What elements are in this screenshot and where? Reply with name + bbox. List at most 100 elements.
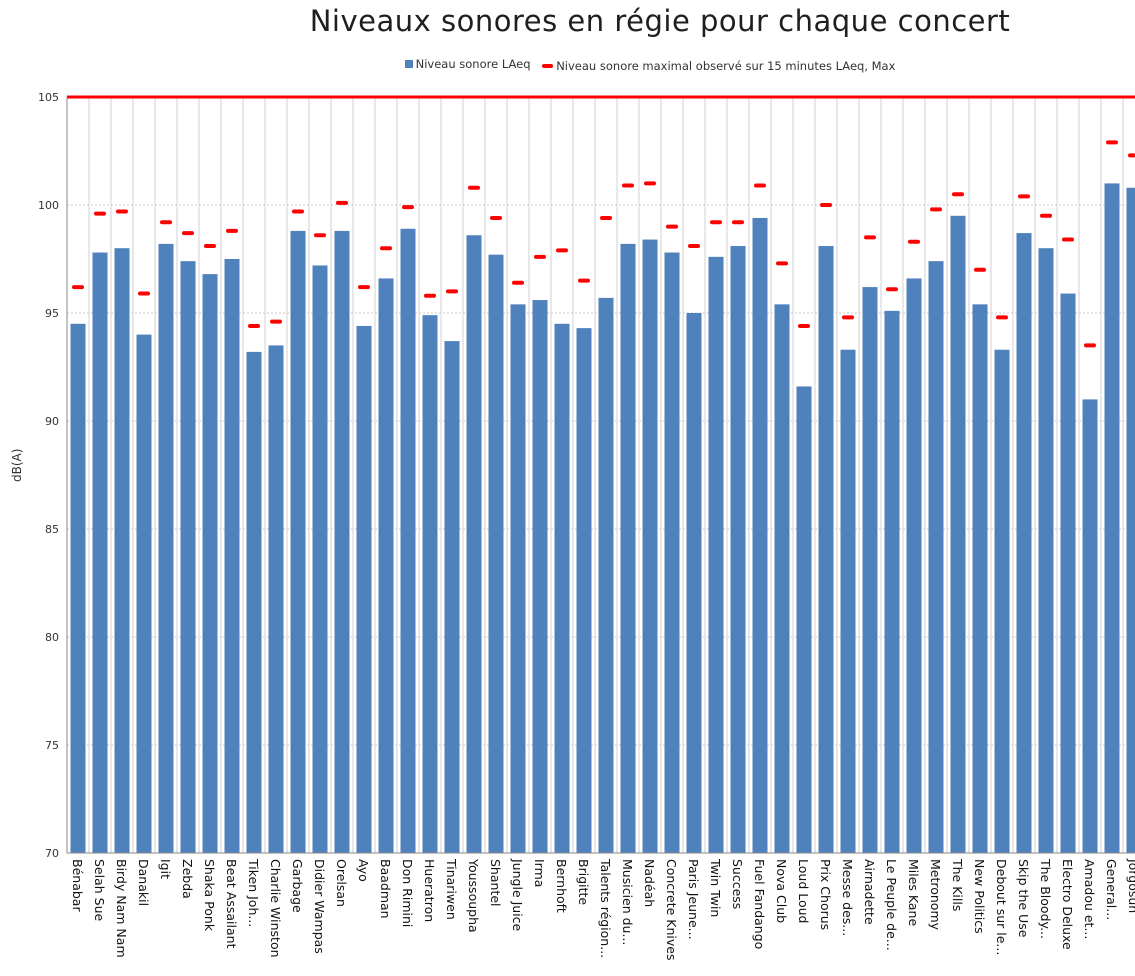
bar [884,310,900,854]
max-marker [974,267,986,272]
bar [664,252,680,853]
bar [598,297,614,853]
category-label: Orelsan [334,859,349,907]
max-marker [248,323,260,328]
max-marker [94,211,106,216]
y-tick-label: 95 [45,307,59,320]
max-marker [622,183,634,188]
max-marker [864,235,876,240]
category-label: Birdy Nam Nam [114,859,129,958]
max-marker [930,207,942,212]
category-label: Bernhoft [554,859,569,913]
bar [994,349,1010,853]
bar [312,265,328,854]
category-label: Jungle Juice [510,858,525,932]
bar [774,304,790,853]
y-tick-label: 70 [45,847,59,860]
category-label: General... [1104,859,1119,920]
max-marker [336,200,348,205]
category-label: Paris Jeune... [686,859,701,940]
max-marker [1018,194,1030,199]
max-marker [424,293,436,298]
category-label: Beat Assailant [224,859,239,949]
bar [730,246,746,854]
category-label: Irma [532,859,547,887]
max-marker [710,220,722,225]
legend-bar-swatch [404,60,413,68]
category-label: Danakil [136,859,151,906]
legend-max-swatch [542,64,554,68]
max-marker [72,285,84,290]
bar [1016,233,1032,853]
bar [136,334,152,854]
category-label: Metronomy [928,859,943,931]
category-label: Shantel [488,859,503,907]
category-label: Le Peuple de... [884,859,899,951]
category-label: Selah Sue [92,859,107,922]
category-label: Concrete Knives [664,859,679,960]
category-label: Tiken Joh... [246,858,261,927]
category-label: Hueratron [422,859,437,922]
bar [444,341,460,853]
category-label: Prix Chorus [818,859,833,930]
y-tick-label: 85 [45,523,59,536]
category-label: Jorgosun [1126,858,1135,913]
max-marker [182,231,194,236]
legend-item-max: Niveau sonore maximal observé sur 15 min… [542,59,895,73]
max-marker [204,244,216,249]
category-label: Twin Twin [708,858,723,917]
bar [400,228,416,853]
legend-label-laeq: Niveau sonore LAeq [415,57,531,71]
bar [70,323,86,853]
y-tick-label: 90 [45,415,59,428]
max-marker [380,246,392,251]
max-marker [490,215,502,220]
bar [356,325,372,854]
bar [532,300,548,853]
bar [972,304,988,853]
bar [1038,248,1054,853]
max-marker [1128,153,1135,158]
category-label: Airnadette [862,859,877,925]
bar [290,230,306,854]
category-label: Amadou et... [1082,859,1097,939]
bar [1082,399,1098,853]
category-label: Baadman [378,859,393,919]
max-marker [908,239,920,244]
max-marker [578,278,590,283]
max-marker [226,228,238,233]
category-label: Musicien du... [620,859,635,945]
legend: Niveau sonore LAeq Niveau sonore maximal… [0,57,1135,73]
category-label: Charlie Winston [268,859,283,958]
max-marker [600,215,612,220]
max-marker [820,203,832,207]
bar [840,349,856,853]
max-marker [688,244,700,249]
bar [158,243,174,853]
bar [268,345,284,853]
max-marker [776,261,788,266]
max-marker [952,192,964,197]
y-tick-label: 100 [38,199,59,212]
max-marker [468,185,480,190]
max-marker [666,224,678,229]
max-marker [798,323,810,328]
category-label: Messe des... [840,859,855,936]
category-label: Shaka Ponk [202,859,217,932]
max-marker [842,315,854,320]
bar [928,261,944,853]
bar [620,243,636,853]
bar [202,274,218,853]
category-label: Electro Deluxe [1060,859,1075,950]
bar [466,235,482,854]
max-marker [1084,343,1096,348]
y-tick-label: 105 [38,91,59,104]
max-marker [732,220,744,225]
bar [1126,187,1135,854]
category-label: Igit [158,859,173,879]
bar [1104,183,1120,853]
bar [92,252,108,853]
bar [422,315,438,853]
max-marker [644,181,656,186]
